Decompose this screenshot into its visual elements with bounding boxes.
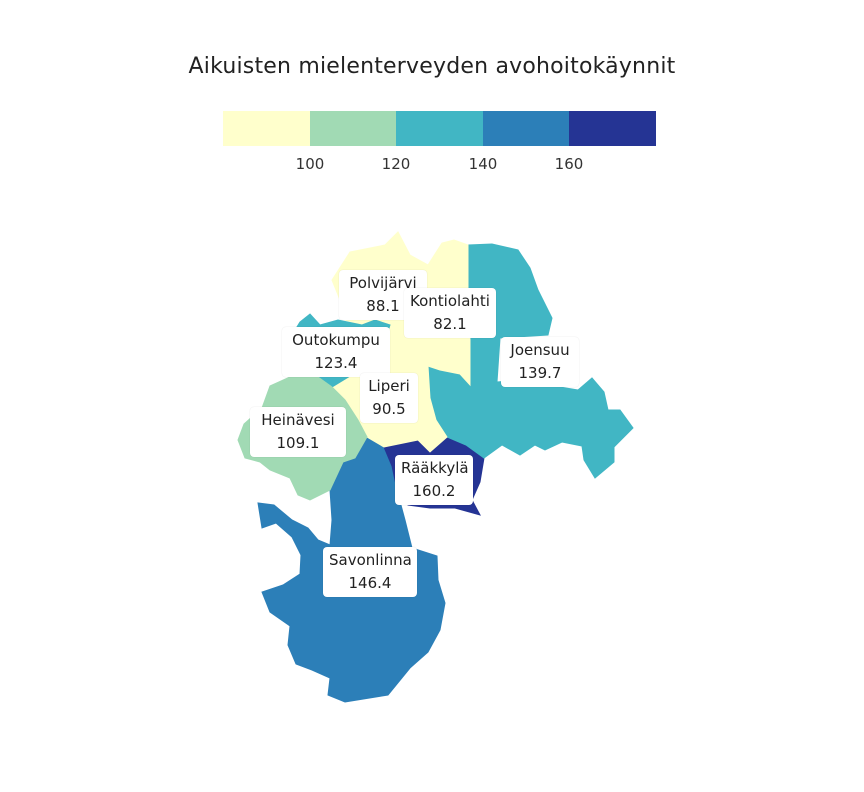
region-name: Heinävesi [261,411,335,429]
region-name: Joensuu [510,341,570,359]
region-value: 123.4 [314,354,358,372]
color-legend [223,111,656,146]
region-name: Kontiolahti [410,292,490,310]
region-value: 82.1 [433,315,467,333]
region-value: 160.2 [412,482,456,500]
map-title: Aikuisten mielenterveyden avohoitokäynni… [188,54,676,79]
legend-tick: 140 [468,155,498,173]
region-value: 109.1 [276,434,320,452]
region-name: Savonlinna [329,551,412,569]
region-label: Kontiolahti 82.1 [404,288,496,338]
region-value: 139.7 [518,364,562,382]
legend-swatch [482,111,570,146]
legend-tick: 120 [381,155,411,173]
region-label: Liperi 90.5 [360,373,418,423]
region-value: 88.1 [366,297,400,315]
region-name: Rääkkylä [401,459,469,477]
region-label: Heinävesi 109.1 [250,407,346,457]
legend-tick: 100 [295,155,325,173]
region-label: Savonlinna 146.4 [323,547,417,597]
region-label: Joensuu 139.7 [501,337,579,387]
region-label: Outokumpu 123.4 [282,327,390,377]
region-name: Liperi [368,377,410,395]
region-value: 146.4 [348,574,392,592]
legend-swatch [569,111,656,146]
region-name: Polvijärvi [349,274,417,292]
legend-swatch [223,111,310,146]
region-value: 90.5 [372,400,406,418]
region-name: Outokumpu [292,331,380,349]
region-label: Rääkkylä 160.2 [395,455,473,505]
legend-swatch [309,111,397,146]
legend-swatch [396,111,483,146]
legend-ticks: 100 120 140 160 [223,155,656,175]
legend-tick: 160 [554,155,584,173]
